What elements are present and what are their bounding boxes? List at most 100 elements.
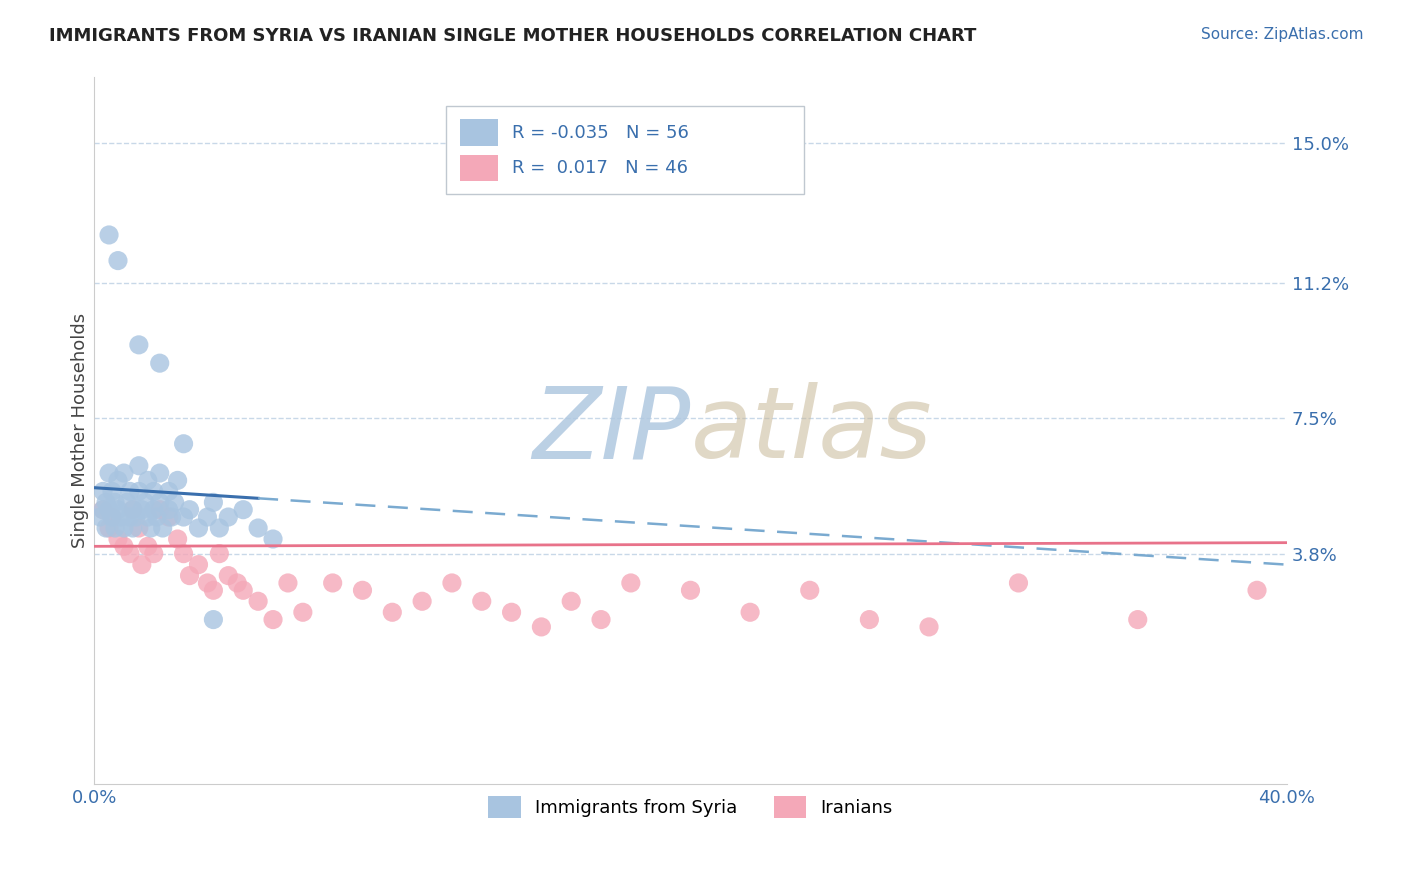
- Point: [277, 576, 299, 591]
- Point: [128, 484, 150, 499]
- Point: [122, 502, 145, 516]
- Point: [142, 484, 165, 499]
- Point: [134, 495, 156, 509]
- Point: [501, 605, 523, 619]
- Point: [799, 583, 821, 598]
- Point: [107, 532, 129, 546]
- Point: [187, 521, 209, 535]
- Point: [112, 521, 135, 535]
- Point: [128, 521, 150, 535]
- Point: [118, 547, 141, 561]
- Point: [118, 484, 141, 499]
- Point: [179, 568, 201, 582]
- Point: [202, 583, 225, 598]
- Point: [98, 502, 121, 516]
- Point: [262, 532, 284, 546]
- Point: [128, 338, 150, 352]
- Text: atlas: atlas: [690, 383, 932, 479]
- Point: [98, 466, 121, 480]
- Point: [131, 558, 153, 572]
- Text: Source: ZipAtlas.com: Source: ZipAtlas.com: [1201, 27, 1364, 42]
- Point: [1246, 583, 1268, 598]
- Point: [157, 510, 180, 524]
- Text: R =  0.017   N = 46: R = 0.017 N = 46: [512, 159, 688, 177]
- Point: [94, 521, 117, 535]
- Point: [187, 558, 209, 572]
- Point: [91, 502, 114, 516]
- Text: IMMIGRANTS FROM SYRIA VS IRANIAN SINGLE MOTHER HOUSEHOLDS CORRELATION CHART: IMMIGRANTS FROM SYRIA VS IRANIAN SINGLE …: [49, 27, 977, 45]
- FancyBboxPatch shape: [460, 120, 499, 146]
- FancyBboxPatch shape: [446, 106, 804, 194]
- Point: [1007, 576, 1029, 591]
- Point: [291, 605, 314, 619]
- Point: [226, 576, 249, 591]
- Point: [136, 510, 159, 524]
- Point: [352, 583, 374, 598]
- Point: [112, 466, 135, 480]
- Point: [142, 502, 165, 516]
- Point: [101, 484, 124, 499]
- Point: [98, 521, 121, 535]
- Point: [232, 502, 254, 516]
- Point: [179, 502, 201, 516]
- Point: [232, 583, 254, 598]
- Point: [202, 613, 225, 627]
- Point: [440, 576, 463, 591]
- Point: [620, 576, 643, 591]
- Point: [115, 495, 138, 509]
- Point: [131, 502, 153, 516]
- Point: [262, 613, 284, 627]
- Point: [208, 521, 231, 535]
- Point: [118, 510, 141, 524]
- Point: [107, 474, 129, 488]
- Point: [247, 521, 270, 535]
- Point: [149, 356, 172, 370]
- Point: [98, 227, 121, 242]
- Point: [1126, 613, 1149, 627]
- Point: [101, 510, 124, 524]
- Point: [471, 594, 494, 608]
- Point: [163, 495, 186, 509]
- Point: [589, 613, 612, 627]
- Legend: Immigrants from Syria, Iranians: Immigrants from Syria, Iranians: [481, 789, 900, 825]
- Text: R = -0.035   N = 56: R = -0.035 N = 56: [512, 124, 689, 142]
- Y-axis label: Single Mother Households: Single Mother Households: [72, 313, 89, 549]
- Text: ZIP: ZIP: [533, 383, 690, 479]
- Point: [149, 466, 172, 480]
- Point: [530, 620, 553, 634]
- FancyBboxPatch shape: [460, 154, 499, 181]
- Point: [107, 253, 129, 268]
- Point: [104, 495, 127, 509]
- Point: [104, 521, 127, 535]
- Point: [110, 510, 132, 524]
- Point: [217, 568, 239, 582]
- Point: [152, 521, 174, 535]
- Point: [381, 605, 404, 619]
- Point: [157, 484, 180, 499]
- Point: [139, 521, 162, 535]
- Point: [89, 510, 111, 524]
- Point: [101, 510, 124, 524]
- Point: [197, 510, 219, 524]
- Point: [197, 576, 219, 591]
- Point: [173, 547, 195, 561]
- Point: [740, 605, 762, 619]
- Point: [112, 539, 135, 553]
- Point: [107, 502, 129, 516]
- Point: [94, 495, 117, 509]
- Point: [157, 502, 180, 516]
- Point: [91, 502, 114, 516]
- Point: [136, 474, 159, 488]
- Point: [91, 484, 114, 499]
- Point: [149, 502, 172, 516]
- Point: [217, 510, 239, 524]
- Point: [858, 613, 880, 627]
- Point: [149, 495, 172, 509]
- Point: [322, 576, 344, 591]
- Point: [173, 436, 195, 450]
- Point: [173, 510, 195, 524]
- Point: [128, 458, 150, 473]
- Point: [247, 594, 270, 608]
- Point: [122, 502, 145, 516]
- Point: [160, 510, 183, 524]
